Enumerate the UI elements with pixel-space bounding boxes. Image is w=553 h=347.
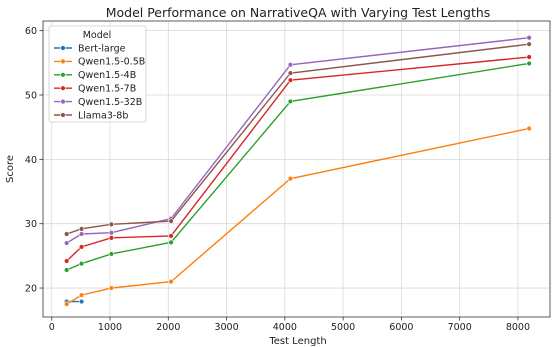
data-point-llama3-8b	[78, 226, 85, 232]
legend-swatch-marker	[60, 85, 66, 91]
data-point-qwen1-5-7b	[108, 235, 115, 241]
y-axis-ticks: 20 30 40 50 60	[25, 26, 43, 295]
data-point-qwen1-5-0-5b	[63, 301, 70, 307]
legend-label: Qwen1.5-7B	[78, 84, 136, 95]
data-point-qwen1-5-32b	[108, 230, 115, 236]
data-point-qwen1-5-4b	[63, 267, 70, 273]
x-tick-label: 0	[49, 322, 55, 333]
legend-item-qwen1-5-4b: Qwen1.5-4B	[54, 70, 136, 81]
data-point-qwen1-5-32b	[78, 231, 85, 237]
legend-label: Qwen1.5-32B	[78, 97, 142, 108]
legend-label: Bert-large	[78, 43, 126, 54]
legend-item-llama3-8b: Llama3-8b	[54, 110, 128, 121]
legend-label: Llama3-8b	[78, 110, 128, 121]
series-lines	[63, 35, 532, 307]
y-axis-label: Score	[5, 155, 16, 183]
legend-swatch-marker	[60, 45, 66, 51]
legend-label: Qwen1.5-0.5B	[78, 57, 145, 68]
data-point-qwen1-5-32b	[526, 35, 532, 41]
x-axis-ticks: 0 1000 2000 3000 4000 5000 6000 7000 8000	[49, 317, 530, 333]
data-point-qwen1-5-0-5b	[287, 175, 294, 182]
x-tick-label: 7000	[448, 322, 472, 333]
series-qwen1-5-0-5b	[63, 125, 532, 307]
data-point-qwen1-5-4b	[526, 60, 532, 67]
x-tick-label: 3000	[214, 322, 238, 333]
data-point-qwen1-5-7b	[287, 77, 294, 83]
data-point-llama3-8b	[63, 231, 70, 237]
legend-swatch-marker	[60, 112, 66, 118]
data-point-qwen1-5-4b	[168, 239, 174, 246]
series-line-qwen1-5-4b	[66, 62, 530, 271]
y-tick-label: 60	[25, 26, 37, 37]
legend-label: Qwen1.5-4B	[78, 70, 136, 81]
data-point-qwen1-5-4b	[108, 251, 115, 257]
data-point-qwen1-5-0-5b	[108, 285, 115, 291]
y-tick-label: 30	[25, 219, 37, 230]
data-point-qwen1-5-4b	[78, 260, 85, 267]
plot-frame	[42, 20, 551, 318]
data-point-qwen1-5-7b	[63, 258, 70, 264]
legend-swatch-marker	[60, 72, 66, 78]
x-tick-label: 6000	[389, 322, 413, 333]
x-tick-label: 5000	[331, 322, 355, 333]
series-qwen1-5-4b	[63, 60, 532, 273]
y-tick-label: 50	[25, 91, 37, 102]
y-tick-label: 20	[25, 284, 37, 295]
data-point-qwen1-5-4b	[287, 98, 294, 105]
legend-swatch-marker	[60, 98, 66, 105]
series-line-qwen1-5-32b	[66, 37, 530, 244]
legend-swatch-marker	[60, 58, 66, 65]
data-point-qwen1-5-7b	[526, 54, 532, 60]
series-line-qwen1-5-7b	[66, 56, 530, 262]
data-point-llama3-8b	[108, 221, 115, 228]
x-tick-label: 1000	[98, 322, 122, 333]
data-point-llama3-8b	[168, 218, 174, 224]
data-point-qwen1-5-7b	[78, 244, 85, 250]
data-point-llama3-8b	[526, 41, 532, 47]
data-point-qwen1-5-32b	[287, 62, 294, 68]
series-line-qwen1-5-0-5b	[66, 127, 530, 305]
x-tick-label: 8000	[506, 322, 530, 333]
legend-item-qwen1-5-32b: Qwen1.5-32B	[54, 97, 142, 108]
legend-item-bert-large: Bert-large	[54, 43, 126, 54]
x-tick-label: 2000	[156, 322, 180, 333]
legend-box	[48, 25, 147, 123]
x-axis-label: Test Length	[268, 336, 326, 347]
x-tick-label: 4000	[273, 322, 297, 333]
chart-title: Model Performance on NarrativeQA with Va…	[106, 5, 491, 20]
series-qwen1-5-32b	[63, 35, 532, 246]
legend-item-qwen1-5-0-5b: Qwen1.5-0.5B	[54, 57, 145, 68]
data-point-qwen1-5-0-5b	[168, 278, 174, 285]
y-tick-label: 40	[25, 155, 37, 166]
data-point-bert-large	[78, 298, 85, 305]
data-point-qwen1-5-0-5b	[526, 125, 532, 132]
data-point-qwen1-5-0-5b	[78, 292, 85, 298]
legend-items: Bert-large Qwen1.5-0.5B Qwen1.5-4B Qwen1.5-…	[54, 43, 145, 121]
series-qwen1-5-7b	[63, 54, 532, 264]
legend-title: Model	[83, 30, 112, 41]
legend: Model Bert-large Qwen1.5-0.5B Qwen1.5-4B Qw…	[48, 25, 147, 123]
data-point-qwen1-5-7b	[168, 233, 174, 239]
series-llama3-8b	[63, 41, 532, 237]
data-point-qwen1-5-32b	[63, 240, 70, 246]
data-point-llama3-8b	[287, 70, 294, 76]
legend-item-qwen1-5-7b: Qwen1.5-7B	[54, 84, 136, 95]
